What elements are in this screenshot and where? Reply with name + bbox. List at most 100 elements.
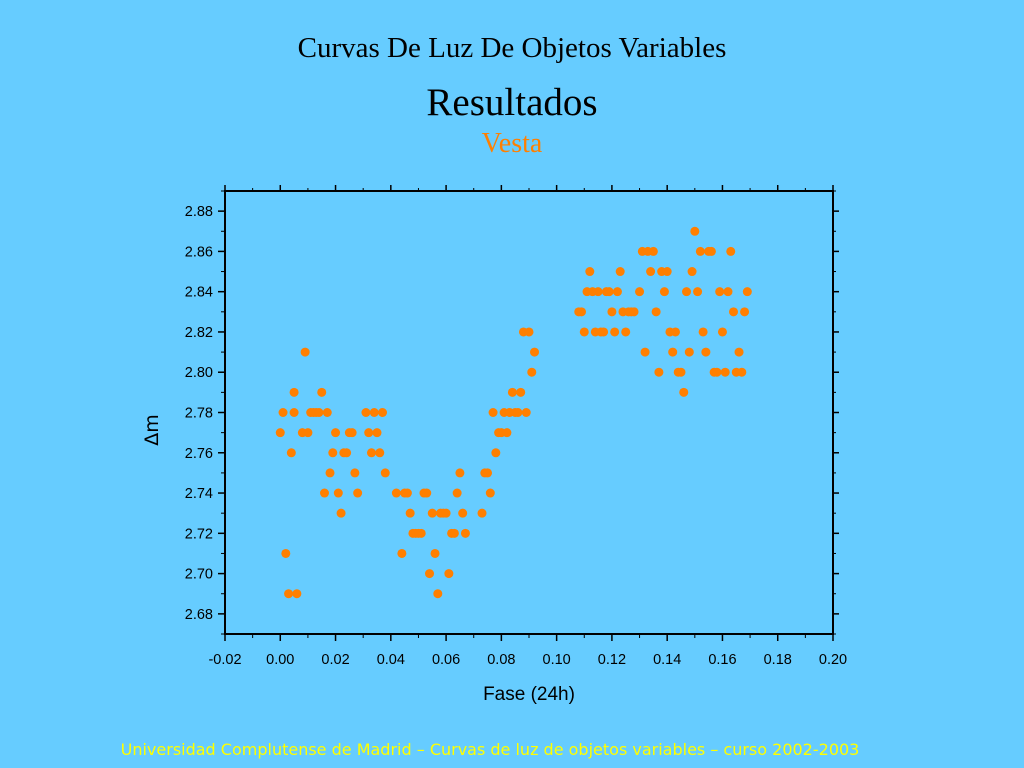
x-tick-labels: -0.02 0.00 0.02 0.04 0.06 0.08 0.10 0.12 0.14 0.1… — [208, 652, 847, 668]
y-tick-label: 2.84 — [185, 285, 213, 301]
x-tick-label: 0.04 — [377, 652, 405, 668]
x-tick-label: 0.14 — [653, 652, 681, 668]
data-point — [621, 327, 631, 337]
data-point — [720, 367, 730, 377]
slide-subtitle: Resultados — [426, 81, 598, 124]
data-point — [402, 488, 412, 498]
data-point — [289, 387, 299, 397]
x-tick-label: -0.02 — [208, 652, 241, 668]
data-point — [444, 569, 454, 579]
data-point — [460, 528, 470, 538]
data-point — [723, 287, 733, 297]
data-point — [676, 367, 686, 377]
x-tick-label: 0.00 — [266, 652, 294, 668]
data-point — [397, 548, 407, 558]
x-axis-label: Fase (24h) — [483, 684, 575, 705]
data-point — [427, 508, 437, 518]
data-point — [679, 387, 689, 397]
y-tick-label: 2.76 — [185, 446, 213, 462]
data-point — [303, 428, 313, 438]
data-point — [278, 408, 288, 417]
axis-ticks — [218, 185, 839, 641]
data-point — [319, 488, 329, 498]
y-tick-label: 2.82 — [185, 325, 213, 341]
data-point — [314, 408, 324, 417]
data-point — [693, 287, 703, 297]
x-tick-label: 0.20 — [819, 652, 847, 668]
data-point — [610, 327, 620, 337]
data-point — [640, 347, 650, 357]
data-point — [317, 387, 327, 397]
data-point — [701, 347, 711, 357]
data-point — [684, 347, 694, 357]
data-point — [585, 267, 595, 277]
data-point — [286, 448, 296, 458]
data-point — [275, 428, 285, 438]
data-point — [579, 327, 589, 337]
data-point — [742, 287, 752, 297]
data-point — [604, 287, 614, 297]
data-point — [378, 408, 388, 417]
data-point — [607, 307, 617, 317]
data-point — [706, 246, 716, 256]
data-point — [729, 307, 739, 317]
data-point — [577, 307, 587, 317]
data-point — [737, 367, 747, 377]
data-point — [491, 448, 501, 458]
data-point — [690, 226, 700, 236]
data-point — [364, 428, 374, 438]
data-point — [524, 327, 534, 337]
data-point — [342, 448, 352, 458]
data-point — [331, 428, 341, 438]
data-point — [483, 468, 493, 478]
x-tick-label: 0.02 — [321, 652, 349, 668]
data-point — [422, 488, 432, 498]
data-point — [430, 548, 440, 558]
data-point — [366, 448, 376, 458]
data-point — [477, 508, 487, 518]
data-point — [322, 408, 332, 417]
data-point — [369, 408, 379, 417]
y-tick-label: 2.72 — [185, 526, 213, 542]
data-point — [347, 428, 357, 438]
data-point — [333, 488, 343, 498]
data-point — [507, 387, 517, 397]
data-point — [350, 468, 360, 478]
data-point — [648, 246, 658, 256]
data-point — [458, 508, 468, 518]
data-point — [300, 347, 310, 357]
x-tick-label: 0.16 — [708, 652, 736, 668]
data-point — [629, 307, 639, 317]
x-tick-label: 0.10 — [543, 652, 571, 668]
y-tick-label: 2.80 — [185, 365, 213, 381]
y-tick-label: 2.88 — [185, 204, 213, 220]
y-tick-label: 2.70 — [185, 567, 213, 583]
data-point — [717, 327, 727, 337]
object-name: Vesta — [481, 128, 543, 159]
y-axis-label: Δm — [141, 414, 163, 446]
data-point — [502, 428, 512, 438]
data-point — [646, 267, 656, 277]
data-point — [740, 307, 750, 317]
data-point — [516, 387, 526, 397]
data-point — [726, 246, 736, 256]
data-point — [391, 488, 401, 498]
y-tick-label: 2.78 — [185, 406, 213, 422]
data-point — [513, 408, 523, 417]
data-point — [521, 408, 531, 417]
y-tick-label: 2.74 — [185, 486, 213, 502]
data-point — [325, 468, 335, 478]
x-tick-label: 0.08 — [487, 652, 515, 668]
data-point — [416, 528, 426, 538]
data-point — [682, 287, 692, 297]
data-point — [289, 408, 299, 417]
data-point — [328, 448, 338, 458]
data-point — [715, 287, 725, 297]
data-point — [527, 367, 537, 377]
data-point — [695, 246, 705, 256]
y-tick-labels: 2.68 2.70 2.72 2.74 2.76 2.78 2.80 2.82 2.84 2.86… — [185, 204, 213, 623]
data-point — [425, 569, 435, 579]
data-points — [275, 226, 752, 599]
data-point — [612, 287, 622, 297]
